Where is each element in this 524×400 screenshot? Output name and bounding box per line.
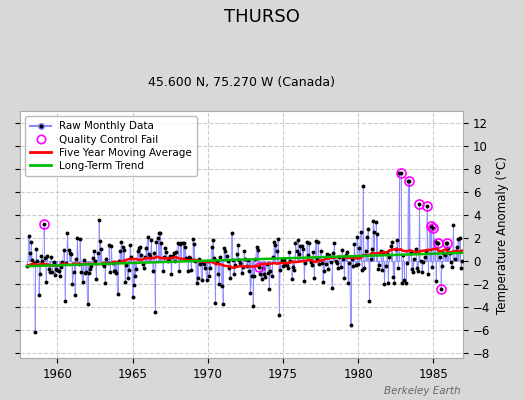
Title: 45.600 N, 75.270 W (Canada): 45.600 N, 75.270 W (Canada) bbox=[148, 76, 335, 89]
Text: Berkeley Earth: Berkeley Earth bbox=[385, 386, 461, 396]
Y-axis label: Temperature Anomaly (°C): Temperature Anomaly (°C) bbox=[496, 156, 509, 314]
Legend: Raw Monthly Data, Quality Control Fail, Five Year Moving Average, Long-Term Tren: Raw Monthly Data, Quality Control Fail, … bbox=[25, 116, 198, 176]
Text: THURSO: THURSO bbox=[224, 8, 300, 26]
